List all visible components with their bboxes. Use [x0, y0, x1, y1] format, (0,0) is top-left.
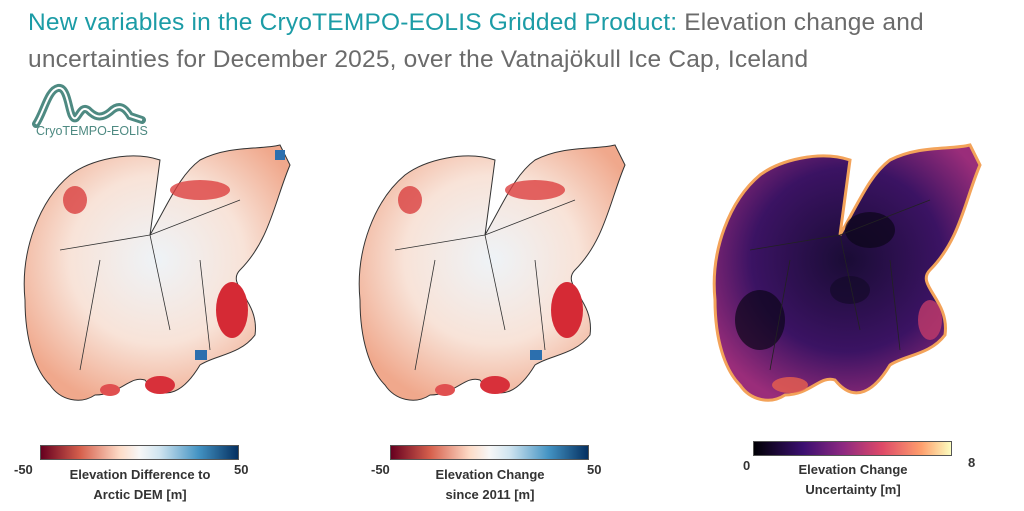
colorbar-max: 50 — [234, 462, 249, 477]
colorbar-uncertainty — [753, 441, 952, 456]
label-line2: Uncertainty [m] — [805, 482, 901, 497]
colorbar-label: Elevation Change since 2011 [m] — [390, 465, 590, 505]
title-rest: Elevation change and uncertainties for D… — [28, 9, 924, 73]
colorbar-label: Elevation Difference to Arctic DEM [m] — [40, 465, 240, 505]
colorbar-elevation-difference — [40, 445, 239, 460]
logo-text: CryoTEMPO-EOLIS — [36, 124, 148, 138]
label-line2: Arctic DEM [m] — [93, 487, 187, 502]
label-line2: since 2011 [m] — [445, 487, 535, 502]
colorbar-max: 8 — [968, 455, 976, 470]
title-highlight: New variables in the CryoTEMPO-EOLIS Gri… — [28, 9, 678, 36]
figure-title: New variables in the CryoTEMPO-EOLIS Gri… — [28, 4, 1018, 78]
colorbar-label: Elevation Change Uncertainty [m] — [753, 460, 953, 500]
colorbar-min: -50 — [371, 462, 390, 477]
label-line1: Elevation Change — [435, 467, 545, 482]
logo-icon — [32, 84, 146, 128]
colorbar-max: 50 — [587, 462, 602, 477]
colorbar-elevation-change — [390, 445, 589, 460]
label-line1: Elevation Change — [798, 462, 908, 477]
map-uncertainty — [712, 143, 982, 402]
map-elevation-change — [358, 144, 626, 401]
colorbar-min: -50 — [14, 462, 33, 477]
label-line1: Elevation Difference to — [69, 467, 211, 482]
map-elevation-difference — [23, 144, 291, 401]
colorbar-min: 0 — [743, 458, 751, 473]
